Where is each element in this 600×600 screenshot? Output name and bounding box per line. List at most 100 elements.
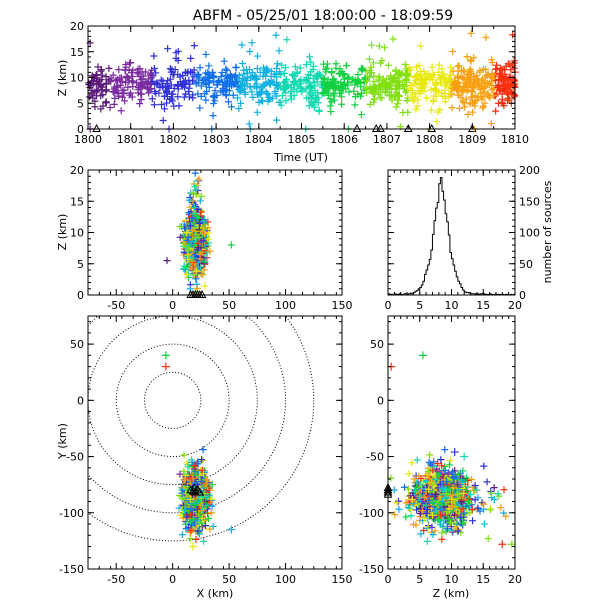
source-point bbox=[308, 99, 316, 107]
source-point bbox=[148, 95, 156, 103]
source-point bbox=[446, 76, 454, 84]
source-point bbox=[455, 62, 463, 70]
source-point bbox=[200, 266, 208, 274]
source-point bbox=[483, 71, 491, 79]
source-point bbox=[176, 223, 184, 231]
source-point bbox=[183, 229, 191, 237]
source-point bbox=[183, 270, 191, 278]
source-point bbox=[180, 93, 188, 101]
source-point bbox=[431, 80, 439, 88]
x-tick-label: 1808 bbox=[416, 133, 444, 146]
source-point bbox=[204, 224, 212, 232]
source-point bbox=[271, 87, 279, 95]
source-point bbox=[504, 60, 512, 68]
source-point bbox=[353, 78, 361, 86]
source-point bbox=[253, 52, 261, 60]
source-point bbox=[194, 266, 202, 274]
source-point bbox=[185, 196, 193, 204]
source-point bbox=[506, 83, 514, 91]
source-point bbox=[477, 89, 485, 97]
source-point bbox=[328, 98, 336, 106]
x-tick-label: 1805 bbox=[288, 133, 316, 146]
source-point bbox=[168, 66, 176, 74]
source-point bbox=[186, 496, 194, 504]
source-point bbox=[291, 63, 299, 71]
source-point bbox=[469, 517, 477, 525]
source-point bbox=[99, 91, 107, 99]
ground-station-marker bbox=[403, 123, 413, 132]
source-point bbox=[410, 521, 418, 529]
source-point bbox=[209, 112, 217, 120]
source-point bbox=[192, 275, 200, 283]
source-point bbox=[441, 446, 449, 454]
source-point bbox=[205, 514, 213, 522]
source-point bbox=[194, 527, 202, 535]
source-point bbox=[206, 525, 214, 533]
source-point bbox=[199, 218, 207, 226]
source-point bbox=[197, 515, 205, 523]
source-point bbox=[136, 73, 144, 81]
source-point bbox=[459, 97, 467, 105]
source-point bbox=[257, 90, 265, 98]
source-point bbox=[421, 74, 429, 82]
source-point bbox=[490, 484, 498, 492]
source-point bbox=[484, 535, 492, 543]
source-point bbox=[467, 57, 475, 65]
source-point bbox=[166, 65, 174, 73]
source-point bbox=[175, 504, 183, 512]
station-marker bbox=[197, 289, 207, 298]
y-tick-label: 20 bbox=[70, 20, 84, 33]
source-point bbox=[202, 50, 210, 58]
y-tick-label: 0 bbox=[77, 123, 84, 136]
source-point bbox=[306, 71, 314, 79]
source-point bbox=[377, 59, 385, 67]
source-point bbox=[249, 93, 257, 101]
source-point bbox=[370, 78, 378, 86]
source-point bbox=[180, 265, 188, 273]
source-point bbox=[235, 105, 243, 113]
source-point bbox=[97, 76, 105, 84]
source-point bbox=[446, 457, 454, 465]
source-point bbox=[195, 530, 203, 538]
source-point bbox=[228, 103, 235, 111]
source-point bbox=[468, 93, 476, 101]
source-point bbox=[248, 39, 256, 47]
source-point bbox=[392, 103, 400, 111]
source-point bbox=[441, 86, 449, 94]
source-point bbox=[189, 189, 197, 197]
source-point bbox=[287, 95, 295, 103]
source-point bbox=[494, 99, 502, 107]
source-point bbox=[487, 73, 495, 81]
xz-ylabel: Z (km) bbox=[56, 214, 69, 251]
source-point bbox=[371, 89, 379, 97]
source-point bbox=[112, 76, 120, 84]
source-point bbox=[172, 54, 180, 62]
source-point bbox=[498, 98, 506, 106]
source-point bbox=[187, 238, 195, 246]
ground-station-marker bbox=[376, 123, 385, 132]
range-ring bbox=[143, 371, 202, 429]
source-point bbox=[433, 118, 441, 126]
source-point bbox=[365, 55, 373, 63]
source-point bbox=[245, 120, 253, 128]
source-point bbox=[492, 107, 500, 115]
histogram-ylabel: number of sources bbox=[541, 180, 554, 283]
outlier-point bbox=[227, 241, 235, 249]
source-point bbox=[98, 71, 106, 79]
source-point bbox=[481, 84, 489, 92]
source-point bbox=[197, 494, 205, 502]
source-point bbox=[134, 86, 142, 94]
source-point bbox=[489, 85, 497, 93]
source-point bbox=[123, 73, 131, 81]
x-tick-label: 1802 bbox=[159, 133, 187, 146]
source-point bbox=[268, 67, 276, 75]
outlier-point bbox=[206, 247, 214, 255]
x-tick-label: 100 bbox=[275, 573, 296, 586]
source-point bbox=[237, 99, 245, 107]
source-point bbox=[328, 69, 336, 77]
source-point bbox=[174, 70, 182, 78]
source-point bbox=[287, 92, 295, 100]
